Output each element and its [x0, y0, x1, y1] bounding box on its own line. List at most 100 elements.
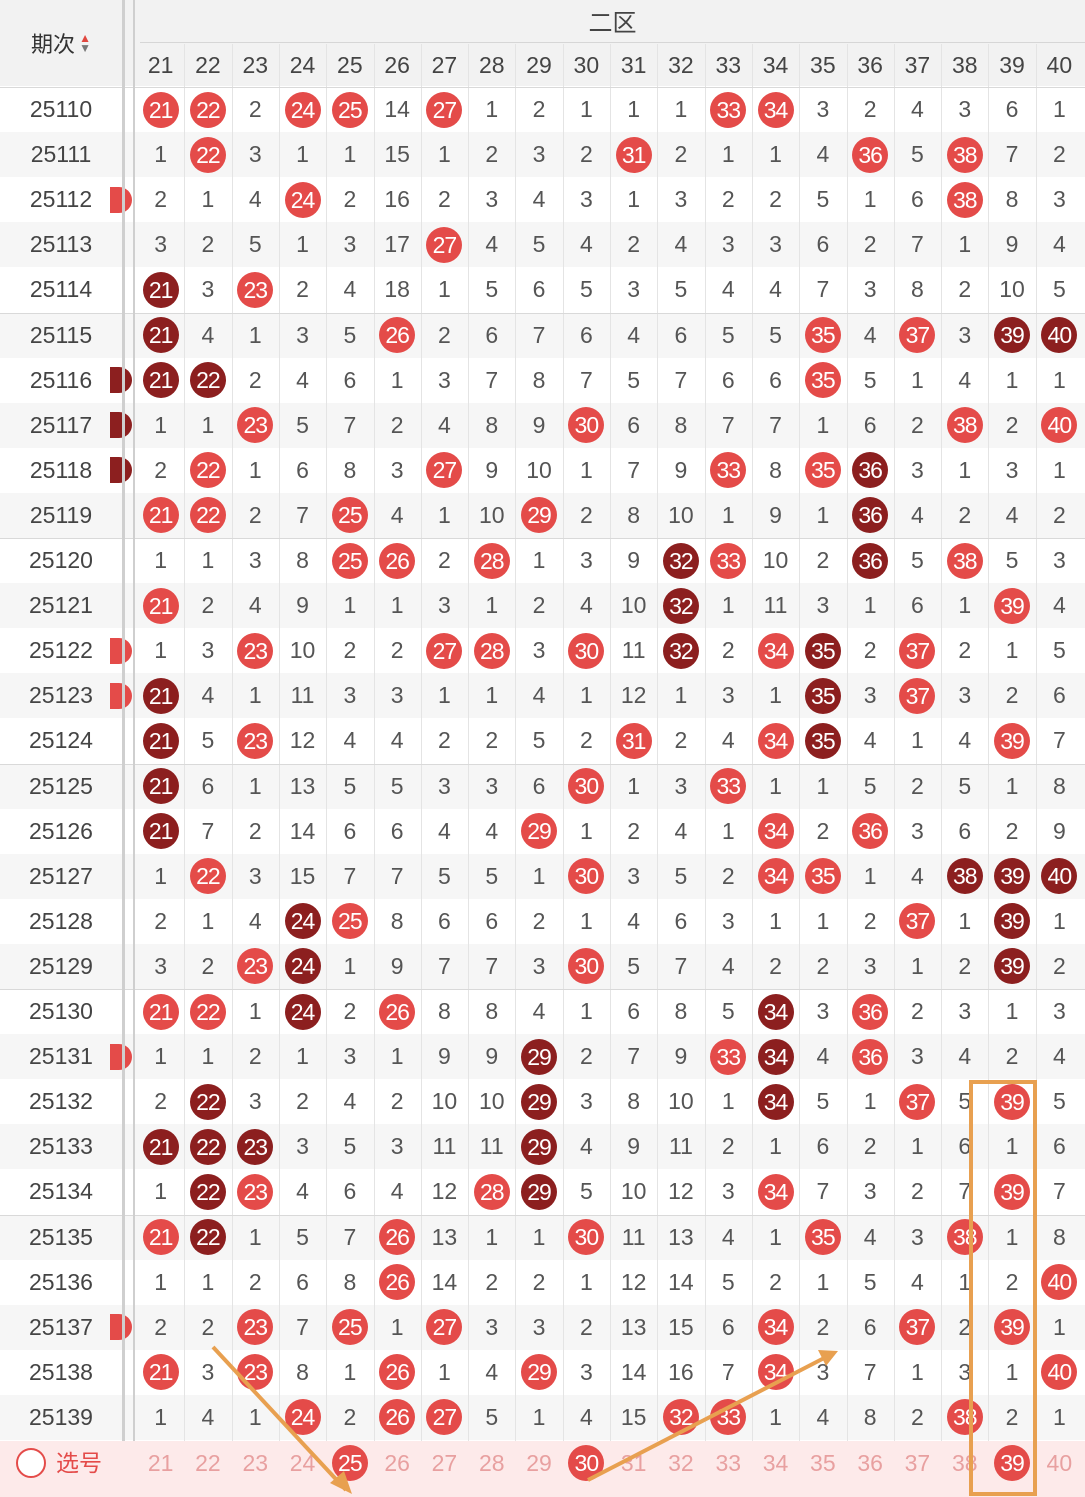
number-ball: 36: [852, 497, 889, 534]
select-number-32[interactable]: 32: [668, 1450, 694, 1476]
miss-count-cell: 6: [911, 186, 924, 213]
miss-count-cell: 4: [390, 501, 404, 528]
column-header-25[interactable]: 25: [337, 52, 363, 78]
select-number-40[interactable]: 40: [1046, 1450, 1073, 1476]
miss-count-cell: 2: [769, 952, 782, 979]
column-header-35[interactable]: 35: [810, 52, 836, 78]
miss-count-cell: 4: [248, 186, 262, 213]
number-ball: 29: [521, 813, 558, 850]
miss-count-cell: 12: [620, 682, 647, 709]
miss-count-cell: 14: [289, 817, 316, 844]
miss-count-cell: 2: [863, 1133, 877, 1160]
select-number-34[interactable]: 34: [762, 1450, 789, 1476]
column-header-23[interactable]: 23: [242, 52, 269, 78]
miss-count-cell: 16: [668, 1358, 694, 1385]
column-header-32[interactable]: 32: [668, 52, 694, 78]
miss-count-cell: 1: [438, 1358, 451, 1385]
miss-count-cell: 1: [201, 1043, 215, 1070]
column-header-36[interactable]: 36: [857, 52, 883, 78]
miss-count-cell: 1: [438, 276, 451, 303]
miss-count-cell: 1: [201, 411, 215, 438]
miss-count-cell: 1: [154, 637, 168, 664]
miss-count-cell: 2: [485, 727, 499, 754]
miss-count-cell: 1: [911, 1133, 924, 1160]
miss-count-cell: 1: [438, 682, 451, 709]
select-number-28[interactable]: 28: [478, 1450, 505, 1476]
number-ball: 38: [946, 1219, 983, 1256]
miss-count-cell: 6: [863, 1313, 877, 1340]
miss-count-cell: 1: [911, 1358, 924, 1385]
column-header-29[interactable]: 29: [526, 52, 552, 78]
column-header-37[interactable]: 37: [904, 52, 931, 78]
number-ball: 33: [710, 768, 747, 805]
column-divider: [988, 44, 990, 1497]
select-number-22[interactable]: 22: [195, 1450, 221, 1476]
miss-count-cell: 3: [201, 276, 215, 303]
select-number-35[interactable]: 35: [810, 1450, 836, 1476]
column-header-21[interactable]: 21: [147, 52, 174, 78]
select-radio[interactable]: [16, 1448, 46, 1478]
selected-ball-39[interactable]: 39: [994, 1445, 1031, 1481]
column-header-26[interactable]: 26: [384, 52, 410, 78]
selected-ball-25[interactable]: 25: [331, 1445, 368, 1481]
sort-icon[interactable]: ▲ ▼: [79, 31, 91, 55]
select-number-38[interactable]: 38: [951, 1450, 978, 1476]
number-ball: 21: [142, 1219, 179, 1256]
number-ball: 34: [757, 91, 794, 128]
miss-count-cell: 9: [627, 1133, 641, 1160]
miss-count-cell: 1: [769, 1403, 782, 1430]
number-ball: 34: [757, 858, 794, 895]
miss-count-cell: 3: [532, 952, 546, 979]
miss-count-cell: 1: [863, 186, 877, 213]
column-header-34[interactable]: 34: [762, 52, 789, 78]
miss-count-cell: 3: [532, 141, 546, 168]
number-ball: 24: [284, 91, 321, 128]
column-header-33[interactable]: 33: [715, 52, 742, 78]
select-number-23[interactable]: 23: [242, 1450, 269, 1476]
column-header-39[interactable]: 39: [999, 52, 1025, 78]
miss-count-cell: 4: [343, 727, 357, 754]
miss-count-cell: 1: [296, 1043, 309, 1070]
miss-count-cell: 4: [911, 1268, 924, 1295]
miss-count-cell: 3: [390, 682, 404, 709]
miss-count-cell: 9: [485, 1043, 499, 1070]
select-number-27[interactable]: 27: [431, 1450, 458, 1476]
miss-count-cell: 4: [769, 276, 782, 303]
column-header-38[interactable]: 38: [951, 52, 978, 78]
miss-count-cell: 1: [1052, 907, 1066, 934]
zone-title: 二区: [588, 10, 637, 37]
miss-count-cell: 4: [579, 1403, 593, 1430]
period-column-header[interactable]: 期次 ▲ ▼: [0, 0, 122, 86]
miss-count-cell: 14: [431, 1268, 458, 1295]
miss-count-cell: 9: [390, 952, 404, 979]
column-header-30[interactable]: 30: [573, 52, 600, 78]
select-number-21[interactable]: 21: [147, 1450, 174, 1476]
select-number-36[interactable]: 36: [857, 1450, 883, 1476]
miss-count-cell: 6: [816, 231, 830, 258]
number-ball: 35: [804, 1219, 841, 1256]
number-ball: 40: [1041, 858, 1078, 895]
column-header-24[interactable]: 24: [289, 52, 316, 78]
miss-count-cell: 5: [248, 231, 262, 258]
column-header-22[interactable]: 22: [195, 52, 221, 78]
column-header-40[interactable]: 40: [1046, 52, 1073, 78]
number-ball: 23: [237, 1309, 274, 1346]
column-header-31[interactable]: 31: [620, 52, 647, 78]
number-ball: 33: [710, 452, 747, 489]
miss-count-cell: 1: [627, 772, 641, 799]
miss-count-cell: 1: [248, 321, 262, 348]
select-number-37[interactable]: 37: [904, 1450, 931, 1476]
select-number-33[interactable]: 33: [715, 1450, 742, 1476]
miss-count-cell: 1: [343, 592, 357, 619]
miss-count-cell: 1: [579, 907, 593, 934]
miss-count-cell: 5: [390, 772, 404, 799]
number-ball: 22: [189, 993, 226, 1030]
select-number-26[interactable]: 26: [384, 1450, 410, 1476]
select-number-29[interactable]: 29: [526, 1450, 552, 1476]
miss-count-cell: 1: [343, 1358, 357, 1385]
column-header-27[interactable]: 27: [431, 52, 458, 78]
miss-count-cell: 1: [343, 141, 357, 168]
column-header-28[interactable]: 28: [478, 52, 505, 78]
miss-count-cell: 3: [1052, 547, 1066, 573]
miss-count-cell: 7: [816, 276, 830, 303]
